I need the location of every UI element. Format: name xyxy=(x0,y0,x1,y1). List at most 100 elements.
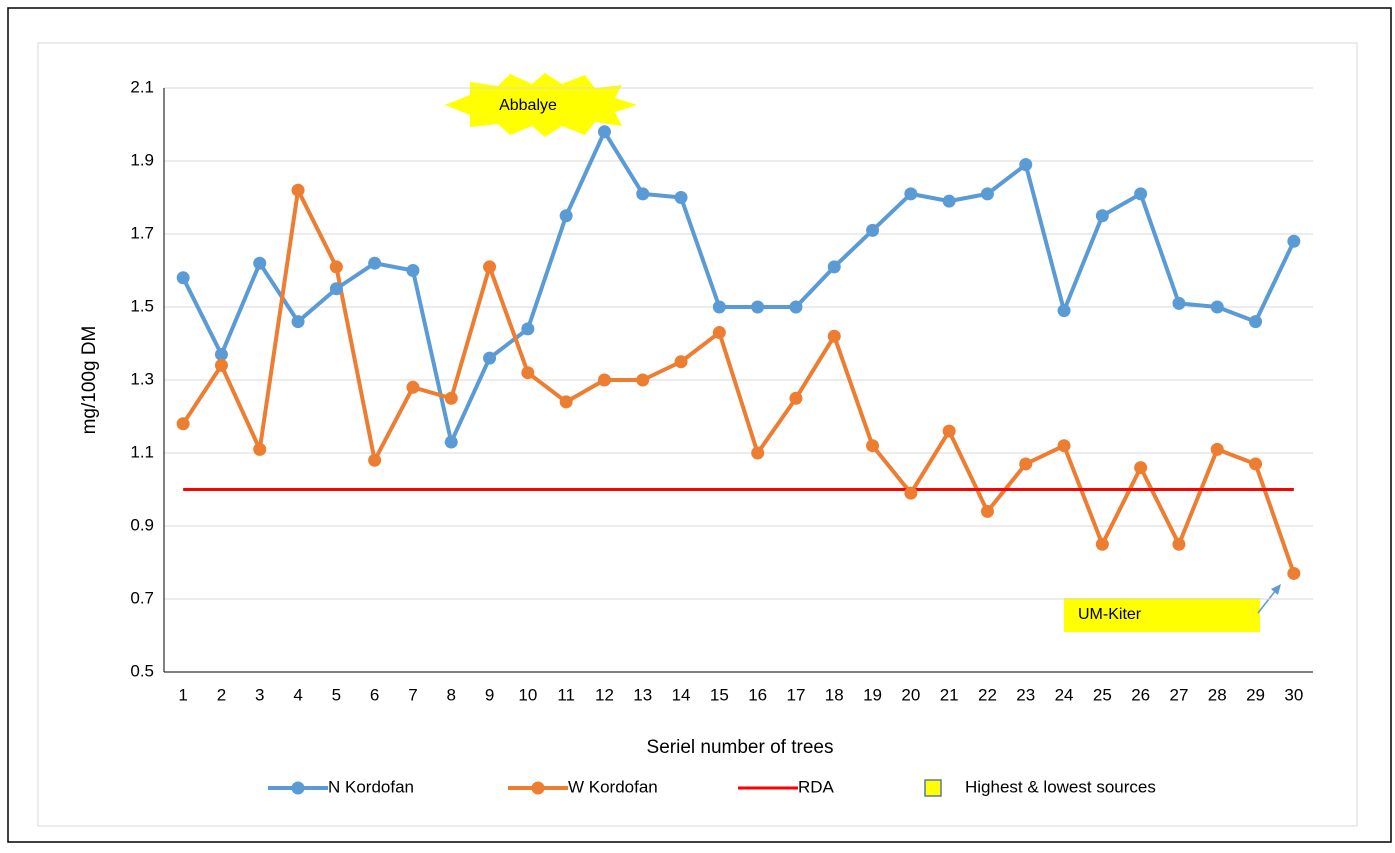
y-tick-label: 1.3 xyxy=(130,369,154,388)
point xyxy=(712,300,726,314)
point xyxy=(368,453,382,467)
x-tick-label: 6 xyxy=(370,685,379,704)
point xyxy=(444,391,458,405)
legend-swatch xyxy=(924,779,942,797)
chart-frame xyxy=(37,42,1358,827)
point xyxy=(483,260,497,274)
point xyxy=(1172,537,1186,551)
point xyxy=(559,209,573,223)
point xyxy=(176,417,190,431)
x-tick-label: 19 xyxy=(863,685,882,704)
point xyxy=(942,194,956,208)
point xyxy=(406,264,420,277)
x-tick-label: 28 xyxy=(1208,685,1227,704)
point xyxy=(636,187,650,201)
point xyxy=(751,446,765,460)
y-tick-label: 2.1 xyxy=(130,77,154,96)
point xyxy=(866,439,880,453)
y-tick-label: 1.9 xyxy=(130,150,154,169)
point xyxy=(597,373,611,387)
x-tick-label: 24 xyxy=(1055,685,1074,704)
x-tick-label: 8 xyxy=(447,685,456,704)
x-tick-label: 20 xyxy=(901,685,920,704)
x-tick-label: 21 xyxy=(940,685,959,704)
x-tick-label: 30 xyxy=(1284,685,1303,704)
x-tick-label: 2 xyxy=(217,685,226,704)
point xyxy=(1134,461,1148,475)
point xyxy=(866,223,880,237)
legend-marker xyxy=(531,781,545,795)
legend-label: W Kordofan xyxy=(568,777,658,796)
point xyxy=(674,191,688,204)
point xyxy=(368,256,382,270)
y-tick-label: 1.5 xyxy=(130,296,154,315)
x-tick-label: 5 xyxy=(332,685,341,704)
x-tick-label: 27 xyxy=(1169,685,1188,704)
point xyxy=(253,256,267,270)
point xyxy=(1210,300,1224,314)
point xyxy=(1095,209,1109,223)
x-tick-label: 10 xyxy=(518,685,537,704)
point xyxy=(674,355,688,369)
point xyxy=(214,358,228,372)
x-tick-label: 3 xyxy=(255,685,264,704)
point xyxy=(789,391,803,405)
point xyxy=(329,282,343,296)
point xyxy=(176,271,190,285)
point xyxy=(291,315,305,329)
y-tick-label: 1.1 xyxy=(130,442,154,461)
point xyxy=(406,380,420,394)
annotation-box xyxy=(1064,598,1260,632)
point xyxy=(1134,187,1148,201)
x-tick-label: 12 xyxy=(595,685,614,704)
legend-label: N Kordofan xyxy=(328,777,414,796)
point xyxy=(1019,158,1033,172)
y-tick-label: 0.7 xyxy=(130,588,154,607)
point xyxy=(1287,566,1301,580)
point xyxy=(597,125,611,139)
legend-label: Highest & lowest sources xyxy=(965,777,1156,796)
x-axis-label: Seriel number of trees xyxy=(647,737,834,758)
annotation-arrowhead xyxy=(1271,584,1281,595)
point xyxy=(291,183,305,197)
point xyxy=(712,326,726,340)
x-tick-label: 4 xyxy=(293,685,302,704)
point xyxy=(253,442,267,456)
point xyxy=(1172,296,1186,310)
point xyxy=(329,260,343,274)
point xyxy=(827,260,841,274)
x-tick-label: 14 xyxy=(672,685,691,704)
point xyxy=(214,347,228,361)
point xyxy=(751,300,765,314)
x-tick-label: 1 xyxy=(178,685,187,704)
y-tick-label: 0.9 xyxy=(130,515,154,534)
annotation-arrow xyxy=(1257,589,1277,614)
point xyxy=(904,187,918,201)
point xyxy=(904,486,918,500)
x-tick-label: 22 xyxy=(978,685,997,704)
y-axis-label: mg/100g DM xyxy=(79,326,100,435)
point xyxy=(1095,537,1109,551)
point xyxy=(1249,315,1263,329)
x-tick-label: 13 xyxy=(633,685,652,704)
series-line xyxy=(181,129,1296,445)
legend-marker xyxy=(291,781,305,795)
point xyxy=(942,424,956,438)
point xyxy=(636,373,650,387)
x-tick-label: 7 xyxy=(408,685,417,704)
series-line xyxy=(181,188,1296,575)
x-tick-label: 17 xyxy=(786,685,805,704)
annotation: UM-Kiter xyxy=(1078,606,1142,623)
annotation: Abbalye xyxy=(499,97,557,114)
x-tick-label: 11 xyxy=(557,685,575,704)
x-tick-label: 15 xyxy=(710,685,729,704)
point xyxy=(980,187,994,201)
x-tick-label: 16 xyxy=(748,685,767,704)
x-tick-label: 29 xyxy=(1246,685,1265,704)
point xyxy=(1210,442,1224,456)
point xyxy=(789,300,803,314)
point xyxy=(827,329,841,343)
point xyxy=(1057,439,1071,453)
point xyxy=(444,435,458,449)
